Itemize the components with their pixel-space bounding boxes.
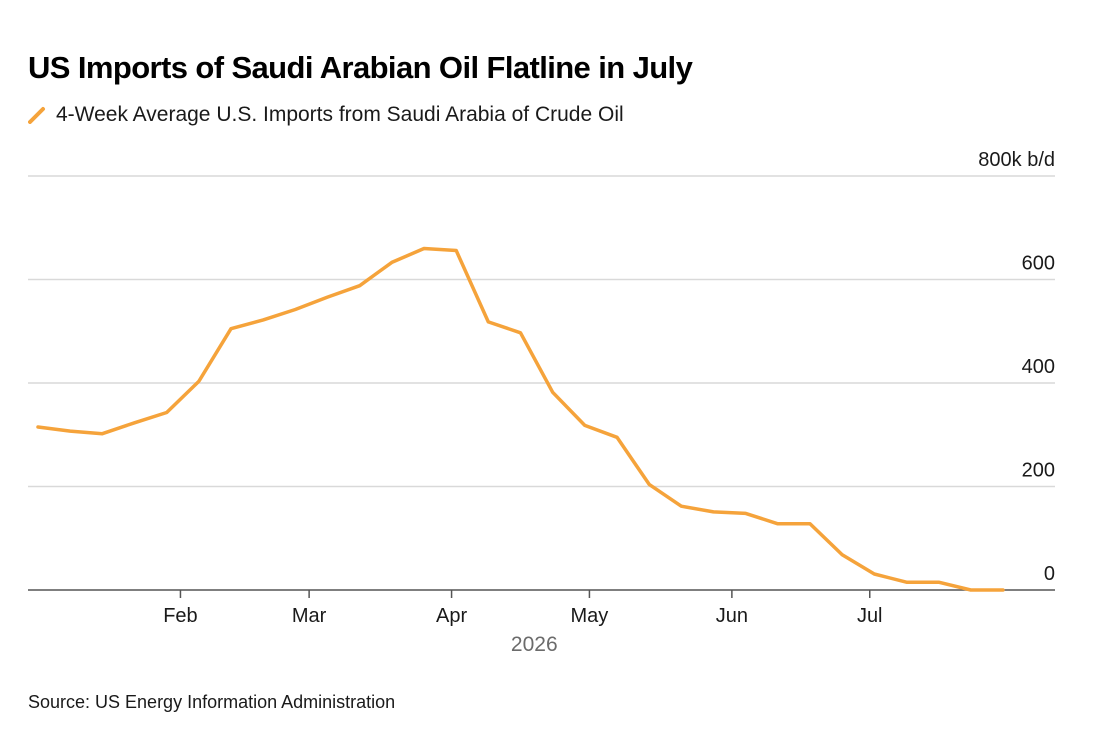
data-point-18: [615, 435, 619, 439]
x-axis-year-label: 2026: [511, 633, 558, 656]
data-point-23: [776, 522, 780, 526]
chart-title: US Imports of Saudi Arabian Oil Flatline…: [28, 50, 693, 85]
data-point-27: [905, 580, 909, 584]
y-tick-label-600: 600: [1022, 253, 1055, 275]
data-point-13: [454, 249, 458, 253]
data-point-1: [68, 429, 72, 433]
y-axis-labels: 0 200 400 600 800k b/d: [978, 149, 1055, 585]
x-axis: [28, 589, 1055, 598]
data-point-28: [937, 580, 941, 584]
data-point-24: [808, 522, 812, 526]
data-point-20: [679, 504, 683, 508]
data-point-7: [261, 318, 265, 322]
series-layer: [36, 246, 1005, 592]
data-point-9: [326, 295, 330, 299]
data-point-0: [36, 425, 40, 429]
data-point-25: [840, 553, 844, 557]
y-tick-label-0: 0: [1044, 563, 1055, 585]
x-tick-label-may: May: [571, 605, 609, 627]
data-point-3: [133, 421, 137, 425]
legend-line-icon: [28, 107, 45, 124]
data-point-2: [100, 432, 104, 436]
data-point-16: [551, 390, 555, 394]
data-point-22: [744, 511, 748, 515]
legend: 4-Week Average U.S. Imports from Saudi A…: [28, 101, 624, 129]
data-point-10: [358, 284, 362, 288]
x-tick-label-jun: Jun: [716, 605, 748, 627]
data-point-8: [293, 308, 297, 312]
x-tick-label-feb: Feb: [163, 605, 197, 627]
source-note: Source: US Energy Information Administra…: [28, 692, 396, 712]
x-tick-label-jul: Jul: [857, 605, 883, 627]
data-point-26: [872, 572, 876, 576]
data-point-30: [1001, 588, 1005, 592]
gridlines: [28, 175, 1055, 488]
data-point-19: [647, 482, 651, 486]
x-tick-label-mar: Mar: [292, 605, 327, 627]
data-point-15: [519, 331, 523, 335]
x-tick-label-apr: Apr: [436, 605, 467, 627]
line-chart: 0 200 400 600 800k b/d Feb Mar Apr May Jun Jul 202…: [28, 149, 1055, 656]
y-tick-label-800: 800k b/d: [978, 149, 1055, 171]
data-point-29: [969, 588, 973, 592]
y-tick-label-400: 400: [1022, 356, 1055, 378]
y-tick-label-200: 200: [1022, 460, 1055, 482]
legend-series-label: 4-Week Average U.S. Imports from Saudi A…: [56, 103, 624, 126]
data-point-17: [583, 423, 587, 427]
data-point-6: [229, 327, 233, 331]
x-axis-labels: Feb Mar Apr May Jun Jul 2026: [163, 605, 882, 656]
data-point-5: [197, 379, 201, 383]
series-line-0: [36, 246, 1005, 592]
data-point-11: [390, 260, 394, 264]
data-point-21: [712, 510, 716, 514]
data-point-4: [165, 410, 169, 414]
data-point-14: [486, 320, 490, 324]
data-point-12: [422, 246, 426, 250]
